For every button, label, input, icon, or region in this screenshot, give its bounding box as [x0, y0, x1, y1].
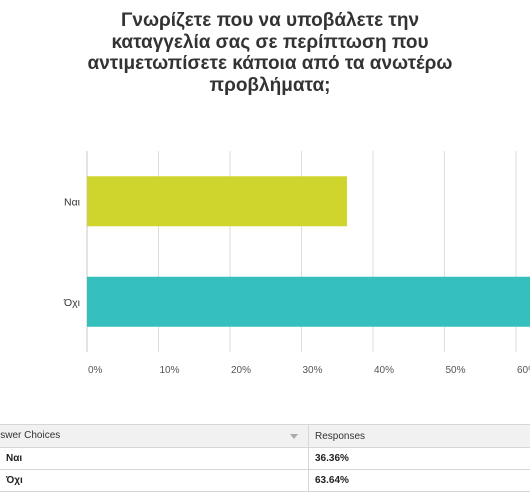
- x-tick-label: 40%: [374, 365, 394, 376]
- answer-choices-header[interactable]: Answer Choices: [0, 424, 309, 448]
- x-tick-label: 20%: [231, 365, 251, 376]
- x-tick-label: 60%: [517, 365, 530, 376]
- table-header-row: Answer Choices Responses: [0, 424, 530, 448]
- x-tick-label: 0%: [88, 365, 103, 376]
- response-cell: 63.64%: [308, 469, 530, 492]
- sort-dropdown-icon[interactable]: [290, 434, 298, 439]
- responses-header: Responses: [308, 424, 530, 448]
- category-label: Ναι: [64, 196, 81, 208]
- choice-cell: Όχι: [0, 469, 309, 492]
- category-label: Όχι: [63, 297, 81, 309]
- answer-choices-label: Answer Choices: [0, 430, 61, 441]
- question-title: Γνωρίζετε που να υποβάλετε την καταγγελί…: [60, 10, 480, 96]
- table-row: Ναι 36.36%: [0, 447, 530, 470]
- bar: [87, 276, 530, 327]
- title-line: αντιμετωπίσετε κάποια από τα ανωτέρω: [87, 53, 453, 74]
- table-row: Όχι 63.64%: [0, 469, 530, 492]
- title-line: προβλήματα;: [209, 74, 331, 96]
- x-tick-label: 10%: [160, 365, 180, 376]
- bar: [87, 176, 347, 227]
- x-tick-label: 50%: [446, 365, 466, 376]
- x-tick-label: 30%: [303, 365, 323, 376]
- responses-table: Answer Choices Responses Ναι 36.36% Όχι …: [0, 424, 530, 492]
- title-line: Γνωρίζετε που να υποβάλετε την: [120, 10, 420, 31]
- choice-cell: Ναι: [0, 447, 309, 470]
- response-cell: 36.36%: [308, 447, 530, 470]
- title-line: καταγγελία σας σε περίπτωση που: [111, 31, 429, 53]
